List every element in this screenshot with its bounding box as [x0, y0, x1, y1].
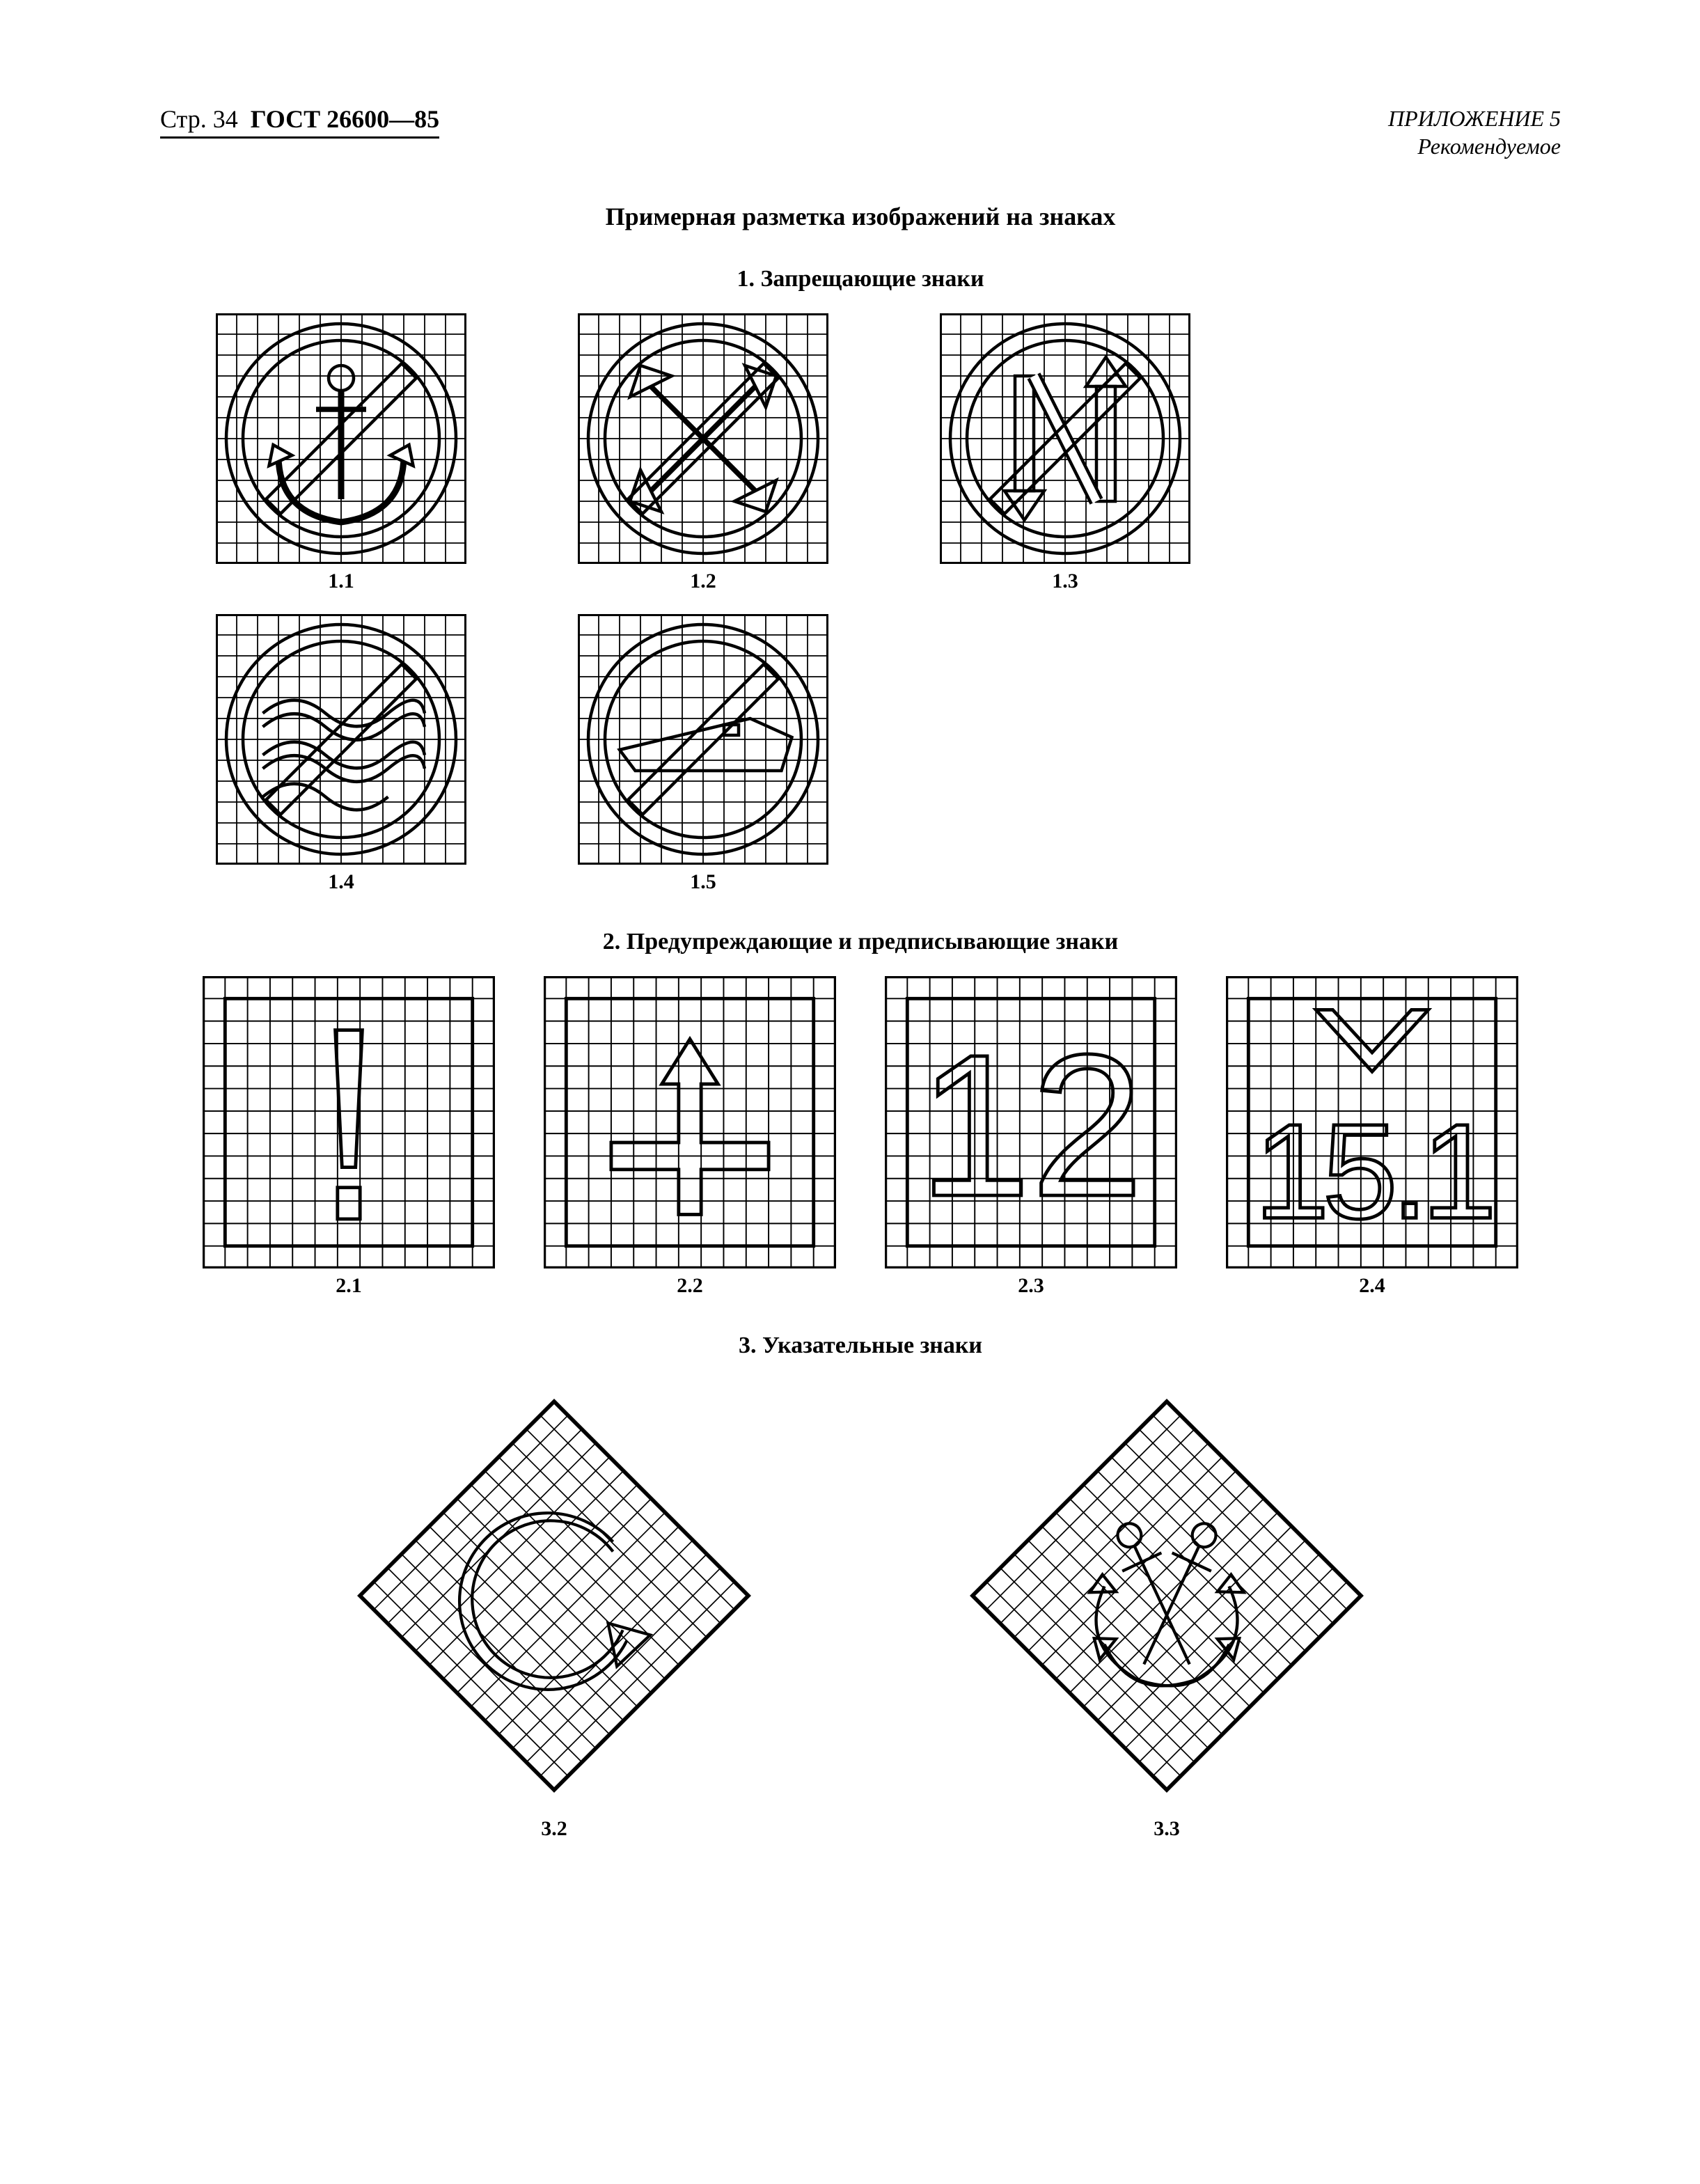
section2-title: 2. Предупреждающие и предписывающие знак… [160, 929, 1561, 955]
fig-1-2-label: 1.2 [690, 569, 716, 593]
fig-2-1-label: 2.1 [336, 1274, 362, 1298]
fig-2-1: 2.1 [203, 976, 495, 1298]
turn-diamond-icon [338, 1380, 770, 1812]
fig-2-2-label: 2.2 [677, 1274, 703, 1298]
section3-title: 3. Указательные знаки [160, 1333, 1561, 1359]
text-151: 15.1 [1254, 1097, 1490, 1247]
anchor-prohibit-icon [216, 313, 466, 564]
fig-3-3: 3.3 [951, 1380, 1383, 1841]
twelve-square-icon: 12 [885, 976, 1177, 1268]
fig-1-1: 1.1 [216, 313, 466, 593]
row-3: 3.2 [160, 1380, 1561, 1841]
text-12: 12 [918, 1012, 1143, 1239]
fig-1-3-label: 1.3 [1052, 569, 1078, 593]
cross-arrow-square-icon [544, 976, 836, 1268]
main-title: Примерная разметка изображений на знаках [160, 202, 1561, 231]
fig-2-2: 2.2 [544, 976, 836, 1298]
appendix-line2: Рекомендуемое [1388, 132, 1561, 160]
appendix-line1: ПРИЛОЖЕНИЕ 5 [1388, 104, 1561, 132]
row-1-top: 1.1 [160, 313, 1561, 593]
fig-1-4: 1.4 [216, 614, 466, 894]
fig-2-3: 12 2.3 [885, 976, 1177, 1298]
n-arrows-prohibit-icon [940, 313, 1190, 564]
gost-code: ГОСТ 26600—85 [251, 105, 439, 133]
cross-arrows-prohibit-icon [578, 313, 828, 564]
crossed-anchors-diamond-icon [951, 1380, 1383, 1812]
fig-3-2: 3.2 [338, 1380, 770, 1841]
fig-3-3-label: 3.3 [1154, 1817, 1180, 1841]
exclaim-square-icon [203, 976, 495, 1268]
row-2: 2.1 2.2 [160, 976, 1561, 1298]
appendix-block: ПРИЛОЖЕНИЕ 5 Рекомендуемое [1388, 104, 1561, 160]
fifteen-one-square-icon: 15.1 [1226, 976, 1518, 1268]
fig-3-2-label: 3.2 [541, 1817, 567, 1841]
fig-1-4-label: 1.4 [328, 870, 354, 894]
page: Стр. 34 ГОСТ 26600—85 ПРИЛОЖЕНИЕ 5 Реком… [0, 0, 1700, 1931]
boat-prohibit-icon [578, 614, 828, 865]
fig-2-4-label: 2.4 [1359, 1274, 1385, 1298]
fig-1-2: 1.2 [578, 313, 828, 593]
fig-2-4: 15.1 2.4 [1226, 976, 1518, 1298]
fig-1-5: 1.5 [578, 614, 828, 894]
section1-title: 1. Запрещающие знаки [160, 266, 1561, 292]
header-row: Стр. 34 ГОСТ 26600—85 ПРИЛОЖЕНИЕ 5 Реком… [160, 104, 1561, 160]
fig-2-3-label: 2.3 [1018, 1274, 1044, 1298]
page-number: Стр. 34 ГОСТ 26600—85 [160, 104, 439, 139]
page-label-prefix: Стр. 34 [160, 105, 238, 133]
fig-1-3: 1.3 [940, 313, 1190, 593]
row-1-bottom: 1.4 1.5 [160, 614, 1561, 894]
waves-prohibit-icon [216, 614, 466, 865]
fig-1-5-label: 1.5 [690, 870, 716, 894]
fig-1-1-label: 1.1 [328, 569, 354, 593]
